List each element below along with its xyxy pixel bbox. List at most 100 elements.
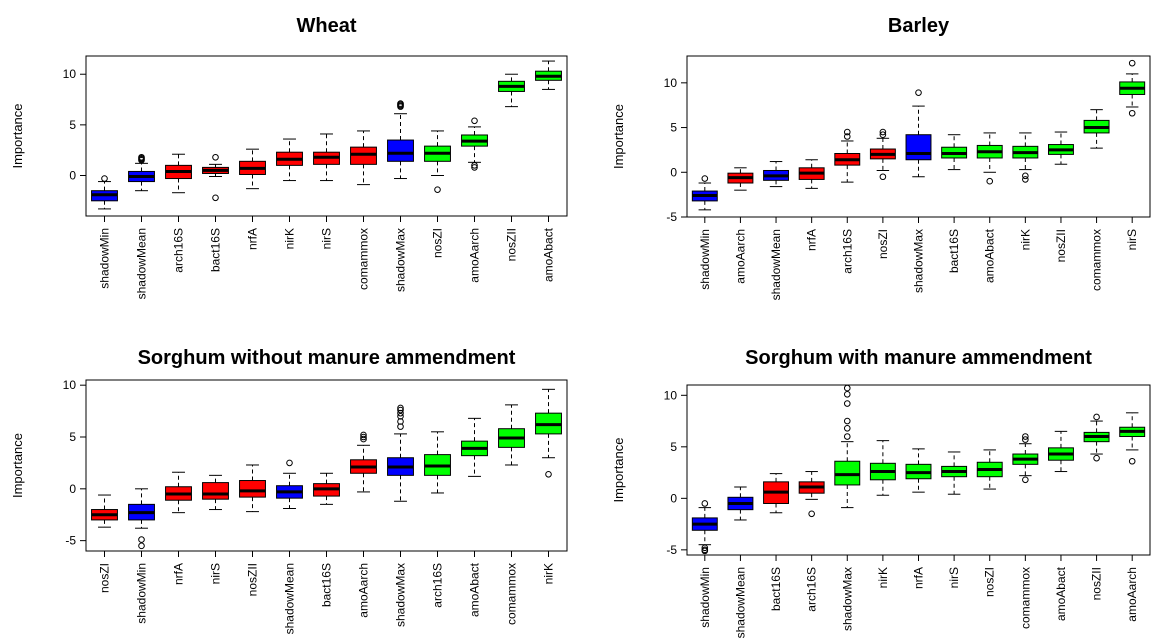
box-nosZI — [976, 449, 1003, 490]
category-label: amoAbact — [1054, 566, 1068, 621]
category-label: shadowMean — [135, 228, 149, 299]
outlier-point — [701, 544, 709, 552]
outlier-point — [843, 133, 851, 140]
box-nirK — [1012, 132, 1039, 183]
category-label: amoAarch — [733, 229, 747, 284]
box-bact16S — [313, 472, 340, 505]
category-label: nosZII — [246, 563, 260, 596]
category-label: bact16S — [209, 228, 223, 272]
box-nrfA — [165, 471, 192, 514]
box-nrfA — [239, 148, 266, 190]
y-axis-label: Importance — [611, 104, 626, 169]
box-shadowMin — [691, 175, 718, 211]
category-label: shadowMax — [912, 229, 926, 293]
outlier-point — [471, 164, 478, 171]
category-label: amoAbact — [468, 562, 482, 617]
box-amoAarch — [350, 431, 377, 493]
box-comammox — [1012, 433, 1039, 484]
outlier-point — [397, 412, 404, 420]
category-label: shadowMin — [135, 563, 149, 624]
category-label: nosZI — [98, 563, 112, 593]
category-label: comammox — [1018, 567, 1032, 629]
box-arch16S — [834, 128, 861, 183]
category-label: shadowMax — [840, 567, 854, 631]
category-label: nosZII — [505, 228, 519, 261]
box-nirS — [202, 474, 229, 511]
outlier-point — [843, 400, 851, 407]
category-label: nosZII — [1054, 229, 1068, 262]
outlier-point — [701, 175, 709, 182]
category-label: shadowMax — [394, 563, 408, 627]
outlier-point — [843, 128, 851, 136]
box-nosZI — [91, 494, 118, 528]
category-label: nirK — [542, 563, 556, 584]
category-label: nosZI — [983, 567, 997, 597]
box-nirK — [535, 388, 562, 478]
iqr-box — [239, 480, 266, 498]
outlier-point — [397, 100, 404, 107]
panel-2: Barley Importance -5 0 5 10 shadowMin amoAarch s… — [611, 15, 1151, 300]
outlier-point — [843, 433, 851, 440]
outlier-point — [1022, 476, 1029, 484]
box-nrfA — [905, 448, 932, 493]
category-label: shadowMax — [394, 228, 408, 292]
iqr-box — [350, 146, 377, 165]
outlier-point — [701, 500, 709, 507]
box-amoAarch — [1119, 412, 1146, 465]
category-label: bact16S — [947, 229, 961, 273]
outlier-point — [545, 471, 552, 478]
y-tick-label: 0 — [670, 491, 677, 505]
outlier-point — [879, 128, 887, 136]
box-nosZII — [1047, 131, 1074, 165]
category-label: nirS — [209, 563, 223, 584]
outlier-point — [1128, 457, 1136, 465]
plot-frame — [686, 55, 1151, 218]
category-label: nosZII — [1090, 567, 1104, 600]
category-label: amoAarch — [468, 228, 482, 283]
category-label: comammox — [357, 228, 371, 290]
box-nirS — [941, 451, 968, 495]
box-bact16S — [941, 134, 968, 171]
category-label: bact16S — [320, 563, 334, 607]
iqr-box — [834, 460, 861, 486]
panel-1: Wheat Importance 0 5 10 shadowMin shadowMean ar… — [10, 15, 568, 299]
y-tick-label: 0 — [670, 165, 677, 179]
y-tick-label: 0 — [69, 482, 76, 496]
panel-title: Sorghum without manure ammendment — [138, 347, 516, 369]
outlier-point — [471, 117, 478, 125]
y-tick-label: 0 — [69, 168, 76, 182]
box-shadowMean — [763, 161, 790, 188]
outlier-point — [434, 186, 441, 193]
outlier-point — [1022, 172, 1029, 180]
category-label: comammox — [1090, 229, 1104, 291]
outlier-point — [843, 390, 851, 398]
box-nosZII — [239, 464, 266, 513]
box-shadowMin — [91, 175, 118, 210]
panel-title: Barley — [888, 15, 950, 37]
panel-4: Sorghum with manure ammendment Importance… — [611, 347, 1151, 638]
box-nirS — [313, 133, 340, 182]
y-tick-label: 10 — [63, 378, 77, 392]
box-shadowMean — [727, 486, 754, 521]
y-tick-label: 5 — [670, 440, 677, 454]
outlier-point — [1093, 413, 1100, 421]
category-label: amoAarch — [357, 563, 371, 618]
box-shadowMin — [691, 500, 718, 555]
plot-frame — [686, 384, 1151, 556]
panel-title: Sorghum with manure ammendment — [745, 347, 1092, 369]
category-label: arch16S — [172, 228, 186, 273]
category-label: nirK — [283, 228, 297, 249]
y-axis-label: Importance — [10, 433, 25, 498]
plot-frame — [85, 379, 568, 552]
y-tick-label: 5 — [670, 121, 677, 135]
outlier-point — [1022, 433, 1029, 440]
outlier-point — [397, 404, 404, 412]
box-nosZI — [424, 130, 451, 193]
outlier-point — [843, 384, 851, 392]
box-amoAbact — [1047, 430, 1074, 473]
box-nrfA — [798, 159, 825, 189]
category-label: nirS — [947, 567, 961, 588]
outlier-point — [879, 131, 887, 139]
outlier-point — [701, 547, 709, 555]
